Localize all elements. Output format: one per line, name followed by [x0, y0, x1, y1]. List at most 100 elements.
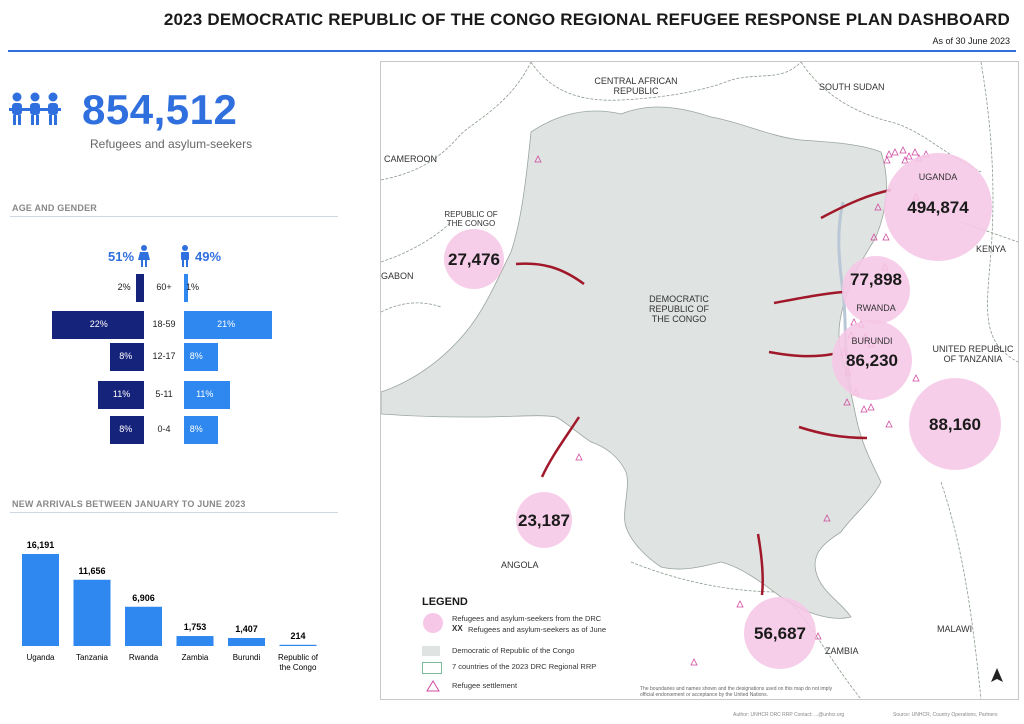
label-drc: DEMOCRATIC REPUBLIC OF THE CONGO: [648, 294, 709, 324]
bar-category-label: Rwanda: [129, 653, 159, 662]
dashboard-title: 2023 DEMOCRATIC REPUBLIC OF THE CONGO RE…: [163, 10, 1010, 29]
refugee-settlement-marker: [843, 398, 851, 406]
male-bar-label: 8%: [189, 424, 203, 434]
total-refugees-label: Refugees and asylum-seekers: [90, 137, 253, 151]
bar-value-label: 1,753: [184, 622, 207, 632]
refugee-settlement-marker: [905, 152, 913, 160]
refugee-bubble: [444, 229, 504, 289]
bar-category-label: Burundi: [233, 653, 261, 662]
male-percent: 49%: [195, 249, 222, 264]
male-bar-label: 11%: [196, 389, 214, 399]
flow-arrow: [768, 350, 834, 358]
bar-category-label: Tanzania: [76, 653, 109, 662]
male-bar: [184, 311, 273, 339]
bar-value-label: 11,656: [78, 566, 105, 576]
male-icon: [179, 245, 191, 272]
refugee-settlement-marker: [885, 150, 893, 158]
border-cameroon-car: [381, 62, 532, 181]
legend-title: LEGEND: [422, 596, 468, 608]
female-bar: [51, 311, 144, 339]
label-malawi: MALAWI: [937, 624, 973, 634]
refugee-settlement-marker: [912, 374, 920, 382]
refugee-settlement-marker: [885, 420, 893, 428]
legend-bubble-sublabel: Refugees and asylum-seekers as of June: [468, 625, 606, 634]
female-bar: [110, 416, 144, 444]
refugee-settlement-marker: [534, 155, 542, 163]
bubble-value-label: 494,874: [907, 198, 969, 217]
label-south-sudan: SOUTH SUDAN: [819, 82, 885, 92]
drc-territory-shape: [381, 106, 887, 619]
bar-value-label: 16,191: [27, 540, 55, 550]
age-group-label: 18-59: [152, 319, 176, 329]
female-bar-label: 8%: [119, 424, 133, 434]
refugee-settlement-marker: [690, 658, 698, 666]
legend-bubble-label: Refugees and asylum-seekers from the DRC: [452, 614, 602, 623]
label-tanzania: UNITED REPUBLIC OF TANZANIA: [932, 344, 1014, 364]
refugee-settlement-marker: [823, 514, 831, 522]
label-republic-of-congo: REPUBLIC OF THE CONGO: [444, 210, 498, 228]
refugee-settlement-marker: [870, 233, 878, 241]
legend-settlement-label: Refugee settlement: [452, 681, 518, 690]
label-zambia: ZAMBIA: [825, 646, 859, 656]
as-of-date: As of 30 June 2023: [932, 36, 1010, 46]
bar-category-label: Uganda: [26, 653, 55, 662]
male-bar: [184, 381, 231, 409]
refugee-settlement-marker: [874, 203, 882, 211]
refugee-settlement-marker: [891, 148, 899, 156]
map-disclaimer: The boundaries and names shown and the d…: [640, 686, 833, 698]
refugee-bubble: [884, 153, 992, 261]
bar-zambia: [176, 636, 214, 646]
refugee-settlement-marker: [883, 156, 891, 164]
pyramid-row-60+: 2% 1% 60+: [0, 274, 340, 304]
bar-value-label: 214: [290, 631, 305, 641]
flow-arrow: [773, 290, 844, 305]
female-bar-label: 2%: [117, 282, 131, 292]
refugee-settlement-marker: [736, 600, 744, 608]
bar-category-label: Zambia: [182, 653, 209, 662]
flow-arrow: [798, 425, 868, 440]
flow-arrow: [540, 416, 581, 478]
bubble-country-label: BURUNDI: [851, 336, 892, 346]
bubble-country-label: UGANDA: [919, 172, 958, 182]
bar-uganda: [22, 554, 59, 646]
source-line: Source: UNHCR, Country Operations, Partn…: [893, 712, 998, 718]
new-arrivals-title: NEW ARRIVALS BETWEEN JANUARY TO JUNE 202…: [12, 499, 246, 509]
male-bar-label: 21%: [217, 319, 236, 329]
refugee-settlement-marker: [901, 156, 909, 164]
legend-drc-label: Democratic of Republic of the Congo: [452, 646, 575, 655]
female-bar-label: 11%: [112, 389, 131, 399]
new-arrivals-chart: 16,191 Uganda 11,656 Tanzania 6,906 Rwanda 1,7…: [22, 540, 319, 672]
age-group-label: 0-4: [157, 424, 171, 434]
credit-line: Author: UNHCR DRC RRP Contact: ...@unhcr…: [733, 712, 845, 718]
legend-rrp-label: 7 countries of the 2023 DRC Regional RRP: [452, 662, 597, 671]
label-cameroon: CAMEROON: [384, 154, 438, 164]
age-group-label: 12-17: [152, 351, 176, 361]
pyramid-row-5-11: 11% 11% 5-11: [0, 381, 340, 411]
regional-map: UGANDA 494,874 RWANDA 77,898 BURUNDI 86,230 88…: [380, 61, 1019, 700]
pyramid-row-18-59: 22% 21% 18-59: [0, 311, 340, 341]
label-kenya: KENYA: [976, 244, 1006, 254]
female-bar: [110, 343, 144, 371]
bar-value-label: 1,407: [235, 624, 258, 634]
refugee-bubble: [842, 256, 910, 324]
male-bar: [184, 416, 218, 444]
map-legend: LEGEND Refugees and asylum-seekers from …: [422, 596, 632, 692]
male-bar: [184, 343, 218, 371]
header-divider: [8, 50, 1016, 52]
bubble-value-label: 27,476: [448, 250, 500, 269]
label-gabon: GABON: [381, 271, 414, 281]
label-angola: ANGOLA: [501, 560, 539, 570]
age-group-label: 60+: [156, 282, 172, 292]
north-arrow-icon: [991, 668, 1003, 682]
flow-arrow: [820, 188, 892, 220]
bubble-value-label: 86,230: [846, 351, 898, 370]
bubble-value-label: 77,898: [850, 270, 902, 289]
bar-burundi: [228, 638, 265, 646]
bubble-value-label: 56,687: [754, 624, 806, 643]
female-bar: [97, 381, 144, 409]
bubble-value-label: 23,187: [518, 511, 570, 530]
refugee-settlement-marker: [867, 403, 875, 411]
age-gender-title: AGE AND GENDER: [12, 203, 97, 213]
refugee-settlement-marker: [575, 453, 583, 461]
bar-rwanda: [125, 606, 162, 646]
